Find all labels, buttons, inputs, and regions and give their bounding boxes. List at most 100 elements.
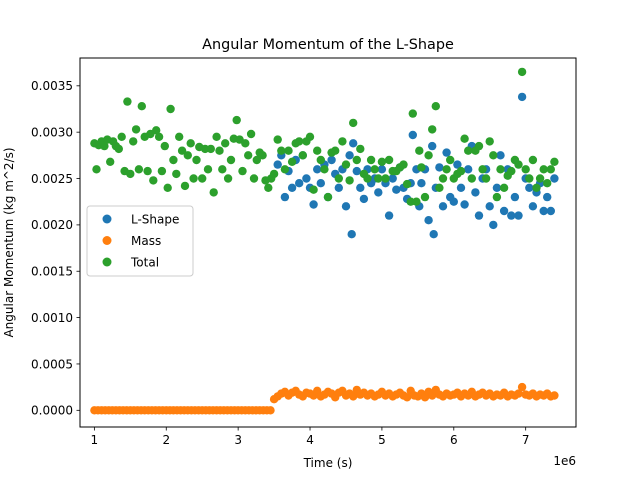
data-point bbox=[100, 141, 109, 151]
data-point bbox=[137, 102, 146, 111]
data-point bbox=[169, 155, 178, 165]
data-point bbox=[374, 188, 383, 197]
data-point bbox=[460, 200, 469, 209]
data-point bbox=[131, 125, 141, 134]
data-point bbox=[349, 118, 358, 128]
data-point bbox=[429, 230, 438, 239]
data-point bbox=[341, 202, 351, 211]
data-point bbox=[535, 174, 545, 183]
data-point bbox=[203, 165, 213, 174]
data-point bbox=[175, 132, 184, 141]
data-point bbox=[550, 174, 559, 183]
legend-box bbox=[86, 205, 194, 277]
data-point bbox=[543, 179, 552, 188]
chart-title: Angular Momentum of the L-Shape bbox=[202, 37, 454, 53]
x-axis-ticks: 1 2 3 4 5 6 7 bbox=[91, 427, 530, 447]
data-point bbox=[474, 141, 484, 151]
data-point bbox=[264, 183, 273, 192]
data-point bbox=[347, 230, 356, 239]
data-point bbox=[192, 155, 201, 165]
x-tick-label: 4 bbox=[306, 433, 314, 447]
x-tick-label: 2 bbox=[162, 433, 170, 447]
data-point bbox=[189, 174, 198, 183]
data-point bbox=[392, 185, 401, 194]
data-point bbox=[143, 166, 152, 176]
legend-label: Mass bbox=[131, 234, 161, 248]
data-point bbox=[273, 160, 282, 169]
data-point bbox=[277, 146, 286, 155]
data-point bbox=[241, 139, 250, 148]
data-point bbox=[172, 169, 181, 179]
data-point bbox=[180, 181, 190, 191]
data-point bbox=[302, 174, 311, 183]
data-point bbox=[295, 137, 304, 146]
data-point bbox=[438, 202, 448, 211]
y-tick-label: 0.0020 bbox=[31, 218, 73, 232]
data-point bbox=[442, 148, 451, 157]
y-tick-label: 0.0010 bbox=[31, 311, 73, 325]
data-point bbox=[521, 165, 530, 174]
data-point bbox=[252, 155, 261, 165]
data-point bbox=[489, 151, 498, 160]
data-point bbox=[546, 165, 555, 174]
data-point bbox=[485, 202, 494, 211]
data-point bbox=[352, 166, 361, 176]
data-point bbox=[435, 163, 444, 172]
data-point bbox=[496, 165, 505, 174]
data-point bbox=[359, 194, 369, 204]
data-point bbox=[338, 137, 347, 146]
data-point bbox=[424, 216, 433, 225]
data-point bbox=[92, 165, 101, 174]
data-point bbox=[249, 174, 259, 183]
data-point bbox=[402, 179, 412, 189]
data-point bbox=[478, 165, 487, 174]
data-point bbox=[374, 174, 383, 183]
data-point bbox=[246, 129, 256, 139]
data-point bbox=[166, 104, 175, 114]
x-tick-label: 3 bbox=[234, 433, 242, 447]
data-point bbox=[331, 146, 340, 155]
data-point bbox=[212, 132, 221, 141]
data-point bbox=[223, 174, 233, 183]
legend: L-Shape Mass Total bbox=[86, 205, 194, 277]
data-point bbox=[408, 130, 417, 140]
data-point bbox=[550, 157, 559, 166]
x-tick-label: 6 bbox=[450, 433, 458, 447]
data-point bbox=[349, 139, 358, 148]
data-point bbox=[464, 165, 473, 174]
legend-marker bbox=[102, 236, 112, 245]
data-point bbox=[510, 192, 520, 202]
data-point bbox=[485, 137, 494, 146]
y-tick-label: 0.0025 bbox=[31, 172, 73, 186]
data-point bbox=[438, 174, 448, 183]
data-point bbox=[528, 202, 538, 211]
data-point bbox=[456, 166, 466, 176]
data-point bbox=[323, 192, 333, 202]
series-mass bbox=[90, 382, 559, 415]
data-point bbox=[384, 211, 394, 220]
data-point bbox=[284, 146, 293, 155]
data-point bbox=[499, 206, 509, 216]
data-point bbox=[417, 179, 426, 188]
data-point bbox=[456, 183, 466, 192]
data-point bbox=[417, 163, 426, 172]
data-point bbox=[206, 144, 215, 154]
data-point bbox=[546, 206, 555, 216]
y-tick-label: 0.0015 bbox=[31, 265, 73, 279]
data-point bbox=[481, 174, 491, 183]
data-point bbox=[460, 134, 469, 143]
data-point bbox=[215, 146, 224, 155]
data-point bbox=[345, 151, 354, 160]
data-point bbox=[474, 211, 484, 220]
data-point bbox=[464, 146, 473, 155]
data-point bbox=[428, 141, 437, 151]
data-point bbox=[449, 197, 458, 206]
data-point bbox=[149, 176, 158, 185]
data-point bbox=[492, 183, 502, 192]
data-point bbox=[209, 188, 218, 197]
data-point bbox=[221, 139, 230, 148]
data-point bbox=[514, 160, 523, 169]
data-point bbox=[244, 151, 253, 160]
x-tick-label: 5 bbox=[378, 433, 386, 447]
